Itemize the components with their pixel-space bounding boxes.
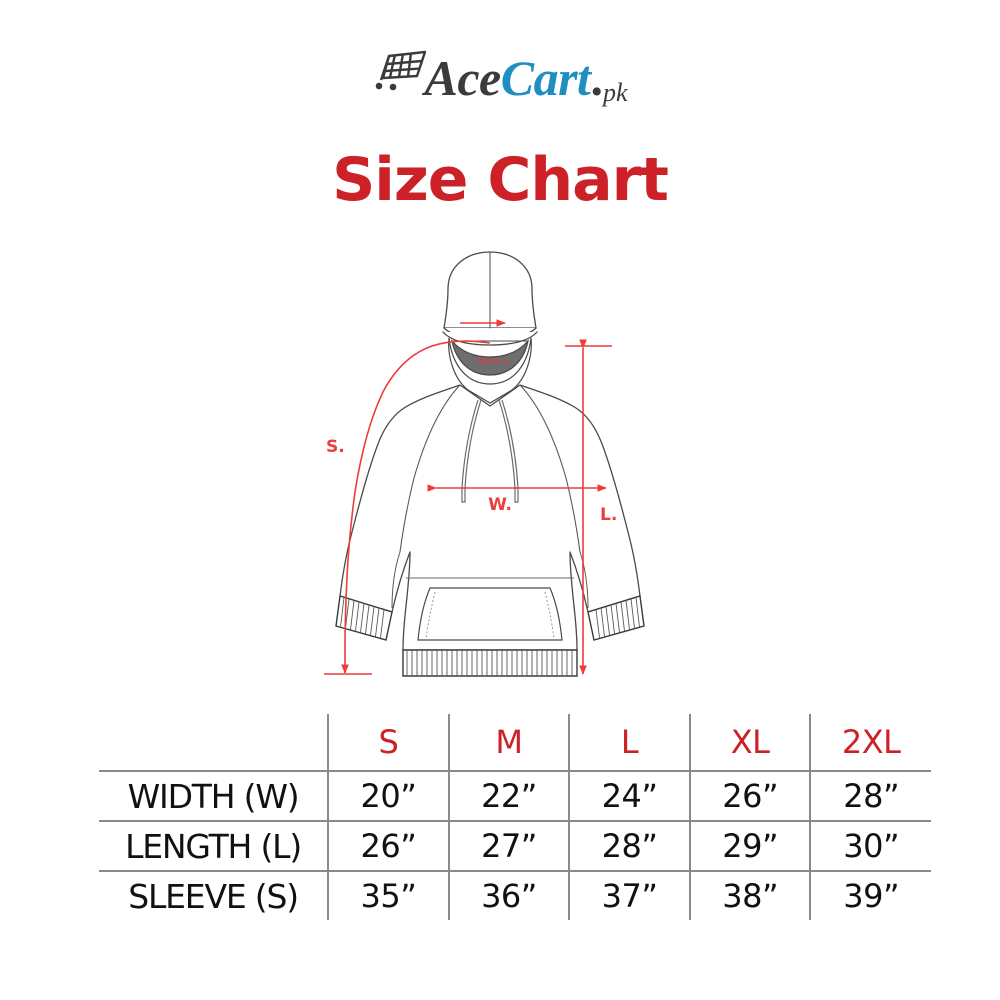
hood-lining	[450, 338, 530, 376]
size-chart-table: S M L XL 2XL WIDTH (W) 20” 22” 24” 26” 2…	[99, 714, 931, 920]
collar-brand-mark	[477, 356, 508, 365]
cell-length-s: 26”	[327, 820, 449, 871]
cell-length-xl: 29”	[688, 820, 811, 871]
column-header-s: S	[327, 714, 449, 771]
table-corner-cell	[99, 714, 328, 771]
cell-width-s: 20”	[327, 770, 449, 821]
brand-dot: .	[590, 50, 603, 106]
collar-group	[448, 337, 532, 404]
length-label: L.	[600, 505, 617, 525]
left-cuff-rib	[335, 595, 393, 641]
cell-width-2xl: 28”	[809, 770, 931, 821]
shoulder-seams	[399, 384, 581, 553]
table-row: LENGTH (L) 26” 27” 28” 29” 30”	[99, 820, 931, 871]
width-label: W.	[488, 495, 512, 515]
cell-width-m: 22”	[447, 770, 570, 821]
brand-text-cart: Cart	[500, 50, 591, 106]
kangaroo-pocket	[417, 587, 563, 641]
cell-sleeve-xl: 38”	[688, 870, 811, 920]
hood-band-inner	[442, 331, 538, 346]
brand-logo: Ace Cart . pk	[0, 44, 1000, 112]
column-header-m: M	[447, 714, 570, 771]
column-header-xl: XL	[688, 714, 811, 771]
cell-sleeve-2xl: 39”	[809, 870, 931, 920]
header-row: S M L XL 2XL	[99, 714, 931, 771]
brand-tld-pk: pk	[602, 78, 628, 107]
hoodie-illustration: S. W. L.	[324, 251, 645, 677]
cell-length-l: 28”	[568, 820, 690, 871]
page-title: Size Chart	[332, 145, 669, 215]
bottom-hem-rib	[402, 649, 578, 677]
table-body: WIDTH (W) 20” 22” 24” 26” 28” LENGTH (L)…	[99, 770, 931, 920]
column-header-l: L	[568, 714, 690, 771]
brand-text-ace: Ace	[424, 50, 502, 106]
column-header-2xl: 2XL	[809, 714, 931, 771]
cell-length-2xl: 30”	[809, 820, 931, 871]
hoodie-outline	[442, 251, 538, 346]
pocket-stitching	[425, 591, 555, 639]
sleeve-label: S.	[326, 437, 345, 457]
shopping-cart-icon	[375, 50, 426, 91]
row-label-sleeve: SLEEVE (S)	[99, 870, 329, 920]
cell-sleeve-l: 37”	[568, 870, 690, 920]
measurement-annotations: S. W. L.	[324, 319, 617, 675]
cell-sleeve-m: 36”	[447, 870, 570, 920]
table-row: WIDTH (W) 20” 22” 24” 26” 28”	[99, 770, 931, 821]
row-label-width: WIDTH (W)	[99, 770, 329, 821]
table-header: S M L XL 2XL	[99, 714, 931, 771]
cell-length-m: 27”	[447, 820, 570, 871]
cell-width-xl: 26”	[688, 770, 811, 821]
cell-width-l: 24”	[568, 770, 690, 821]
sleeve-measure-line	[341, 340, 491, 674]
right-cuff-rib	[587, 595, 645, 641]
collar-front	[448, 337, 532, 404]
table-row: SLEEVE (S) 35” 36” 37” 38” 39”	[99, 870, 931, 920]
cell-sleeve-s: 35”	[327, 870, 449, 920]
row-label-length: LENGTH (L)	[99, 820, 329, 871]
